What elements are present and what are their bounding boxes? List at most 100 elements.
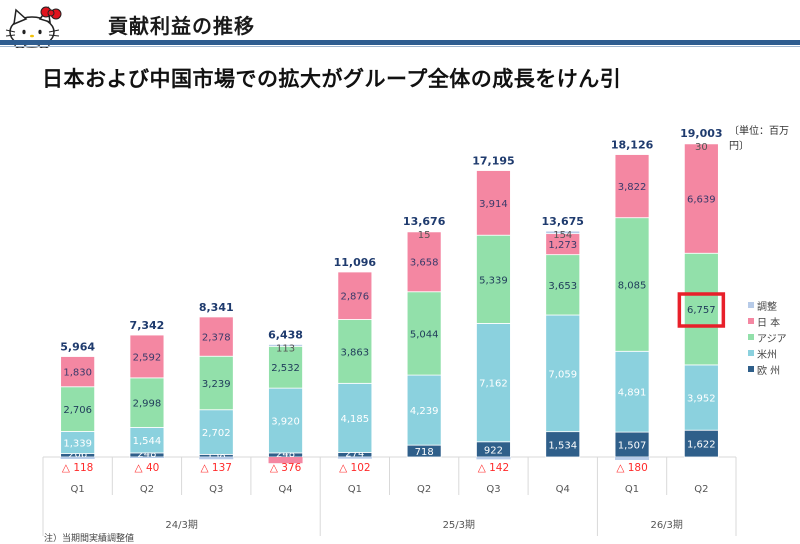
bar-total-label: 13,676	[403, 215, 446, 228]
bar-segment-label: 3,863	[341, 347, 370, 358]
bar-segment-label: 158	[207, 450, 226, 461]
bar-segment-米州	[476, 323, 511, 443]
bar-total-label: 11,096	[334, 256, 377, 269]
bar-segment-アジア	[268, 345, 303, 389]
unit-label: 〔単位：百万円〕	[729, 126, 789, 152]
header-rule-thin	[0, 46, 800, 47]
bar-segment-アジア	[60, 386, 96, 432]
legend-swatch	[748, 350, 754, 356]
bar-segment-調整	[545, 230, 581, 235]
bar-segment-label: 3,658	[410, 258, 439, 269]
bar-segment-label: 7,162	[479, 379, 508, 390]
bar-segment-日本	[406, 230, 442, 293]
slide-subtitle: 日本および中国市場での拡大がグループ全体の成長をけん引	[42, 67, 622, 91]
bar-segment-label: 113	[276, 343, 295, 354]
bar-segment-label: 3,239	[202, 379, 231, 390]
bar-total-label: 17,195	[472, 155, 514, 168]
bar-segment-米州	[198, 409, 234, 455]
bar-segment-アジア	[406, 291, 442, 376]
bar-segment-label: 922	[484, 445, 503, 456]
bar-segment-negative-調整	[476, 457, 511, 460]
bar-segment-negative-調整	[199, 457, 234, 460]
bar-segment-アジア	[545, 254, 581, 316]
bar-segment-日本	[337, 271, 373, 320]
negative-value-label: △ 376	[270, 462, 302, 474]
bar-segment-label: 30	[695, 142, 708, 153]
legend-swatch	[748, 302, 754, 308]
bar-total-label: 6,438	[268, 328, 303, 341]
negative-value-label: △ 142	[478, 462, 509, 474]
bar-segment-label: 1,830	[63, 368, 92, 379]
chart-legend: 調整日 本アジア米州欧 州	[748, 297, 787, 377]
bar-total-label: 18,126	[611, 139, 654, 152]
legend-item: 米州	[748, 345, 787, 361]
highlight-box	[677, 292, 726, 328]
bar-segment-label: 206	[68, 450, 87, 461]
bar-segment-調整	[406, 230, 442, 233]
category-tick-label: Q2	[140, 484, 154, 495]
bar-segment-label: 8,085	[618, 280, 647, 291]
category-tick-label: Q2	[417, 484, 431, 495]
bar-segment-label: 1,622	[687, 440, 716, 451]
category-tick-label: Q1	[71, 484, 85, 495]
bar-segment-アジア	[337, 319, 373, 384]
bar-segment-label: 1,273	[548, 240, 577, 251]
fiscal-year-label: 25/3期	[443, 519, 475, 531]
bar-segment-label: 3,952	[687, 394, 716, 405]
bar-segment-米州	[129, 426, 165, 454]
bar-segment-label: 3,914	[479, 199, 508, 210]
bar-segment-アジア	[476, 234, 511, 324]
legend-swatch	[748, 334, 754, 340]
bar-segment-label: 2,706	[63, 405, 92, 416]
category-tick-label: Q4	[556, 484, 570, 495]
bar-segment-negative-調整	[615, 457, 650, 460]
bar-total-label: 7,342	[130, 319, 165, 332]
bar-segment-label: 2,876	[341, 292, 370, 303]
bar-segment-label: 2,998	[133, 399, 162, 410]
bar-segment-label: 1,534	[548, 440, 577, 451]
negative-value-label: △ 118	[62, 462, 93, 474]
footnote: 注）当期間実績調整値	[44, 534, 135, 544]
bar-total-label: 13,675	[542, 215, 584, 228]
legend-item: 日 本	[748, 313, 787, 329]
legend-item: アジア	[748, 329, 787, 345]
bar-segment-negative-日本	[268, 457, 303, 464]
legend-label: アジア	[757, 333, 787, 345]
bar-segment-アジア	[129, 377, 165, 428]
category-tick-label: Q2	[694, 484, 708, 495]
bar-segment-label: 3,653	[548, 281, 577, 292]
bar-segment-日本	[683, 143, 719, 254]
bar-segment-アジア	[614, 217, 650, 352]
legend-label: 欧 州	[757, 365, 781, 377]
bar-segment-label: 718	[415, 447, 434, 458]
bar-segment-label: 3,822	[618, 182, 647, 193]
bar-segment-label: 2,532	[271, 363, 300, 374]
bar-segment-米州	[545, 314, 581, 433]
legend-swatch	[748, 318, 754, 324]
bar-total-label: 8,341	[199, 301, 234, 314]
legend-swatch	[748, 366, 754, 372]
bar-segment-label: 15	[418, 230, 431, 241]
negative-value-label: △ 137	[201, 462, 232, 474]
bar-segment-label: 154	[553, 230, 572, 241]
bar-segment-label: 1,339	[63, 439, 92, 450]
bar-segment-label: 7,059	[548, 369, 577, 380]
page-title: 貢献利益の推移	[108, 14, 255, 38]
fiscal-year-label: 26/3期	[650, 519, 682, 531]
negative-value-label: △ 102	[339, 462, 370, 474]
legend-label: 米州	[757, 349, 777, 361]
bar-segment-label: 4,239	[410, 406, 439, 417]
bar-segment-label: 248	[276, 449, 295, 460]
bar-segment-label: 6,757	[687, 305, 716, 316]
bar-segment-negative-調整	[337, 457, 372, 459]
legend-item: 調整	[748, 297, 787, 313]
bar-segment-label: 5,044	[410, 329, 439, 340]
bar-segment-日本	[60, 356, 96, 388]
category-tick-label: Q3	[209, 484, 223, 495]
bar-segment-アジア	[683, 252, 719, 366]
bar-segment-米州	[406, 374, 442, 446]
bar-segment-label: 1,544	[133, 436, 162, 447]
category-tick-label: Q4	[278, 484, 292, 495]
negative-value-label: △ 40	[135, 462, 160, 474]
